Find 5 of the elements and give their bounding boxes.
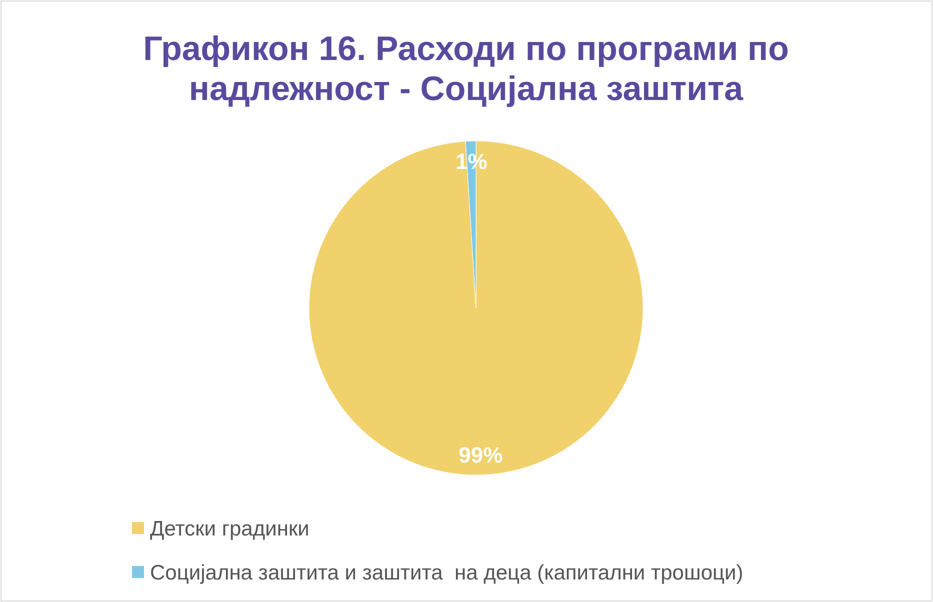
- legend-label: Детски градинки: [150, 517, 310, 540]
- legend-label: Социјална заштита и заштита на деца (капитални трошоци): [150, 561, 744, 584]
- chart-title: Графикон 16. Расходи по програми по надлежност - Социјална заштита: [143, 30, 789, 108]
- data-label: 99%: [458, 442, 503, 468]
- pie-slice: [308, 140, 644, 476]
